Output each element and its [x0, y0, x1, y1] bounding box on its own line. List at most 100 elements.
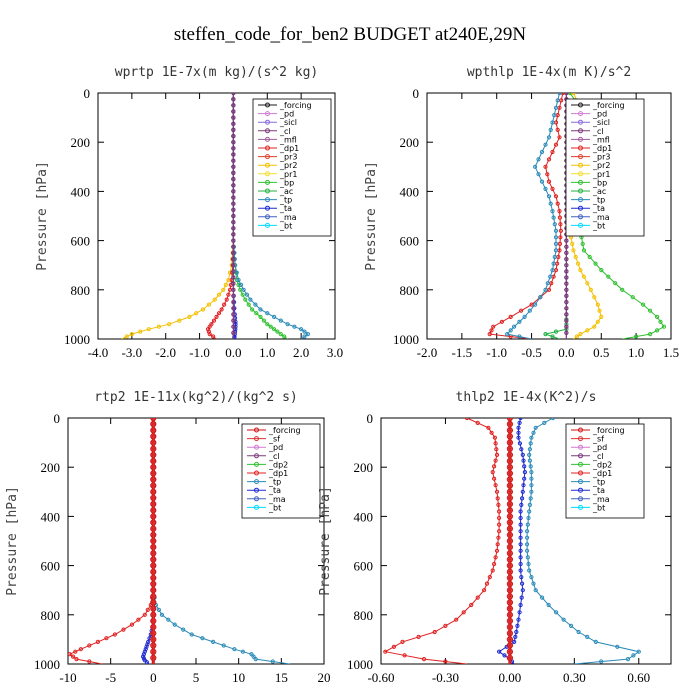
- series-marker-bp: [655, 314, 660, 319]
- series-marker-cl: [564, 281, 569, 286]
- series-marker-tp: [525, 535, 530, 540]
- series-marker-ta: [520, 581, 525, 586]
- legend-marker: [265, 214, 270, 220]
- series-marker-dp1: [475, 595, 480, 600]
- legend-label: _forcing: [592, 101, 625, 110]
- series-marker-tp: [533, 164, 538, 169]
- legend-marker: [265, 188, 270, 194]
- series-marker-tp: [221, 643, 226, 648]
- series-marker-tp: [517, 319, 522, 324]
- legend-marker: [578, 145, 583, 151]
- series-marker-cl: [231, 201, 236, 206]
- series-marker-cl: [564, 330, 569, 335]
- series-marker-tp: [545, 281, 550, 286]
- series-marker-dp1: [557, 135, 562, 140]
- series-marker-ta: [517, 420, 522, 425]
- series-marker-tp: [258, 307, 263, 312]
- series-marker-pr2: [223, 282, 228, 287]
- legend-marker: [578, 205, 583, 211]
- legend-label: _forcing: [268, 426, 301, 435]
- series-marker-tp: [240, 649, 245, 654]
- series-marker-cl: [231, 127, 236, 132]
- legend-label: _pr1: [592, 170, 610, 179]
- series-marker-dp1: [497, 529, 502, 534]
- x-tick-label: -2.0: [155, 345, 176, 360]
- legend-marker: [578, 197, 583, 203]
- series-marker-pr2: [206, 302, 211, 307]
- series-marker-sf: [151, 428, 156, 433]
- series-marker-ta: [522, 464, 527, 469]
- series-marker-sf: [151, 551, 156, 556]
- series-marker-ta: [520, 452, 525, 457]
- x-tick-label: -0.5: [521, 345, 542, 360]
- series-marker-pr2: [570, 241, 575, 246]
- series-marker-sf: [151, 612, 156, 617]
- series-marker-sf: [507, 514, 512, 519]
- series-marker-sf: [507, 465, 512, 470]
- series-marker-ta: [522, 470, 528, 475]
- legend-label: _sf: [268, 435, 280, 444]
- series-marker-dp1: [402, 653, 407, 658]
- series-marker-dp1: [489, 430, 494, 435]
- y-tick-label: 200: [400, 135, 420, 150]
- series-marker-ta: [518, 555, 523, 560]
- legend: _forcing_pd_sicl_cl_mfl_dp1_pr3_pr2_pr1_…: [252, 98, 332, 237]
- series-marker-dp1: [484, 581, 490, 586]
- series-marker-bp: [630, 295, 635, 300]
- series-marker-sf: [507, 618, 512, 624]
- legend-label: _ma: [592, 213, 610, 222]
- x-tick-label: 0.5: [593, 345, 609, 360]
- series-marker-sf: [151, 446, 156, 451]
- series-marker-tp: [200, 636, 205, 641]
- series-marker-sf: [507, 446, 512, 451]
- series-marker-tp: [251, 654, 256, 659]
- series-marker-tp: [272, 314, 277, 319]
- series-marker-dp1: [71, 654, 76, 659]
- legend-marker: [578, 136, 583, 142]
- series-marker-tp: [540, 595, 545, 600]
- series-marker-tp: [285, 322, 290, 327]
- series-marker-pr2: [574, 334, 580, 339]
- series-marker-tp: [526, 561, 531, 567]
- series-marker-dp1: [216, 311, 222, 316]
- legend-marker: [578, 436, 583, 442]
- series-marker-pr2: [216, 292, 222, 297]
- series-marker-tp: [159, 612, 164, 617]
- legend-label: _ma: [592, 495, 610, 504]
- series-marker-tp: [505, 332, 510, 337]
- y-tick-label: 0: [54, 411, 61, 426]
- series-marker-cl: [564, 93, 569, 96]
- series-marker-tp: [552, 113, 557, 118]
- series-marker-bp: [268, 324, 273, 329]
- legend-marker: [578, 496, 583, 502]
- x-tick-label: -1.0: [189, 345, 210, 360]
- legend-marker: [265, 162, 270, 168]
- series-marker-dp1: [499, 319, 504, 324]
- x-tick-label: -0.60: [367, 670, 394, 685]
- legend-marker: [254, 444, 259, 450]
- series-marker-cl: [231, 183, 236, 188]
- plot-area: [383, 418, 641, 664]
- series-marker-tp: [299, 327, 304, 332]
- series-marker-cl: [231, 244, 236, 249]
- legend-marker: [578, 444, 583, 450]
- series-marker-dp1: [142, 612, 147, 617]
- legend-label: _dp1: [592, 144, 612, 153]
- series-marker-ta: [518, 535, 523, 540]
- y-axis-label: Pressure [hPa]: [364, 161, 379, 271]
- series-marker-sf: [507, 563, 512, 568]
- legend: _forcing_sf_pd_cl_dp2_dp1_tp_ta_ma_bt: [241, 423, 321, 519]
- series-marker-sf: [151, 625, 156, 630]
- series-marker-sf: [507, 594, 512, 599]
- series-marker-tp: [543, 287, 548, 292]
- series-marker-dp1: [74, 657, 79, 662]
- legend-label: _ac: [279, 187, 293, 196]
- series-marker-dp1: [129, 622, 135, 627]
- series-marker-dp1: [543, 164, 548, 169]
- series-marker-cl: [231, 220, 236, 225]
- series-marker-dp1: [112, 632, 118, 637]
- series-marker-tp: [517, 334, 522, 339]
- series-marker-cl: [231, 232, 236, 237]
- legend-marker: [265, 205, 270, 211]
- series-marker-tp: [527, 308, 532, 313]
